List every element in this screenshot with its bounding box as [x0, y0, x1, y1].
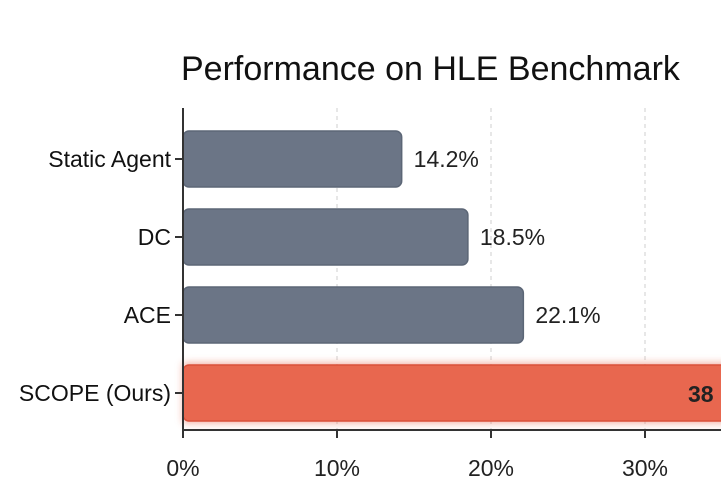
category-label: DC [138, 224, 171, 250]
bar-ace [182, 286, 525, 344]
bar-scope-ours- [182, 364, 721, 422]
x-tick-label: 20% [468, 455, 514, 481]
value-label: 38 [688, 381, 714, 407]
bar-dc [182, 208, 469, 266]
value-label: 18.5% [480, 224, 545, 250]
category-label: SCOPE (Ours) [19, 380, 171, 406]
value-label: 14.2% [414, 146, 479, 172]
bar-static-agent [182, 130, 403, 188]
x-tick-label: 30% [622, 455, 668, 481]
chart-title: Performance on HLE Benchmark [181, 50, 681, 88]
x-tick-label: 0% [166, 455, 199, 481]
x-tick-label: 10% [314, 455, 360, 481]
category-label: Static Agent [48, 146, 171, 172]
value-label: 22.1% [535, 302, 600, 328]
category-label: ACE [124, 302, 171, 328]
